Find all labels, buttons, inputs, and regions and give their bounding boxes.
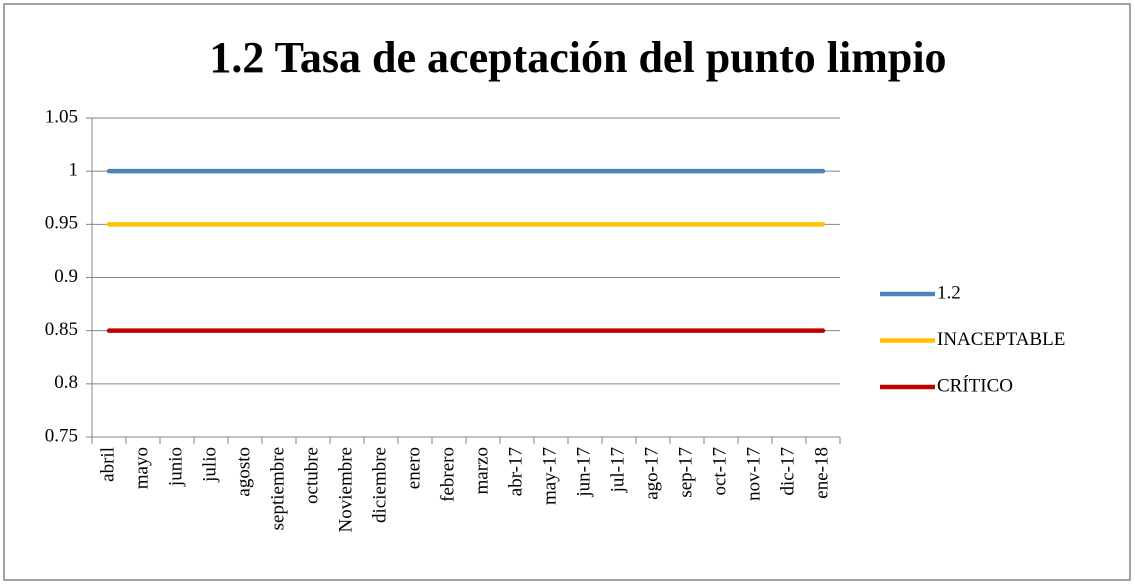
x-tick-label: octubre <box>301 447 322 504</box>
y-tick-label: 0.85 <box>45 319 78 340</box>
y-tick-label: 0.8 <box>54 372 78 393</box>
chart-title: 1.2 Tasa de aceptación del punto limpio <box>209 33 946 82</box>
x-tick-label: sep-17 <box>675 447 696 498</box>
x-tick-label: mayo <box>131 447 152 489</box>
x-tick-label: junio <box>165 447 186 487</box>
x-tick-label: abr-17 <box>505 447 526 496</box>
x-tick-label: ago-17 <box>641 447 662 500</box>
x-tick-label: jul-17 <box>607 447 628 493</box>
legend-label: 1.2 <box>937 282 961 303</box>
x-tick-label: dic-17 <box>777 447 798 496</box>
x-tick-label: ene-18 <box>811 447 832 499</box>
x-tick-label: oct-17 <box>709 447 730 496</box>
y-tick-label: 0.75 <box>45 425 78 446</box>
x-tick-label: julio <box>199 447 220 483</box>
chart-frame <box>3 3 1131 581</box>
x-tick-label: nov-17 <box>743 447 764 501</box>
x-tick-label: may-17 <box>539 447 560 505</box>
x-tick-label: febrero <box>437 447 458 502</box>
legend-label: INACEPTABLE <box>937 329 1065 350</box>
x-tick-label: diciembre <box>369 447 390 523</box>
x-tick-label: Noviembre <box>335 447 356 532</box>
y-tick-label: 1 <box>69 160 79 181</box>
x-tick-label: agosto <box>233 447 254 497</box>
y-tick-label: 0.95 <box>45 213 78 234</box>
y-tick-label: 0.9 <box>54 266 78 287</box>
x-tick-label: abril <box>97 447 118 482</box>
x-tick-label: jun-17 <box>573 447 594 498</box>
y-tick-label: 1.05 <box>45 106 78 127</box>
x-tick-label: marzo <box>471 447 492 494</box>
x-tick-label: enero <box>403 447 424 489</box>
x-tick-label: septiembre <box>267 447 288 530</box>
legend-label: CRÍTICO <box>937 374 1013 396</box>
